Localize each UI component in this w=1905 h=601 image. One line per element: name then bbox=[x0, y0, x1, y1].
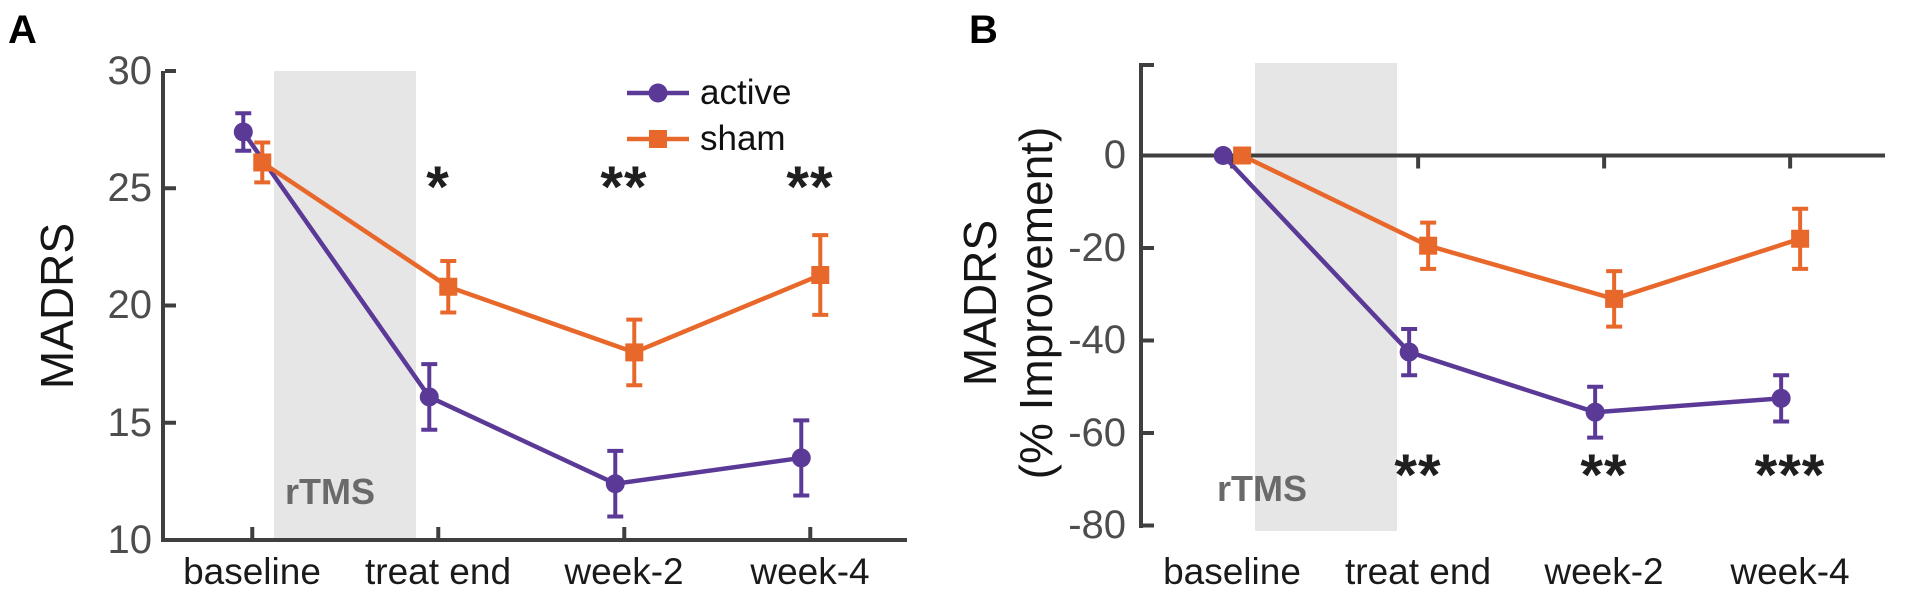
panel-b-rtms-band bbox=[1255, 63, 1397, 531]
panel-a-xtick-treat-end: treat end bbox=[364, 551, 512, 592]
panel-b-significance-week-4: *** bbox=[1754, 443, 1826, 508]
panel-b-ytick--60: -60 bbox=[1068, 411, 1126, 455]
panel-b-series-sham bbox=[1233, 146, 1810, 329]
panel-b-ytick--80: -80 bbox=[1068, 503, 1126, 547]
panel-a-significance-week-4: ** bbox=[786, 155, 834, 220]
panel-b-point-sham-week-4 bbox=[1791, 229, 1810, 248]
legend-item-sham: sham bbox=[627, 121, 786, 157]
panel-a-point-sham-baseline bbox=[253, 153, 272, 172]
legend-active-label: active bbox=[700, 73, 792, 112]
panel-a-xtick-week-4: week-4 bbox=[750, 551, 870, 592]
panel-a-significance-treat-end: * bbox=[426, 155, 450, 220]
panel-b-point-sham-week-2 bbox=[1605, 289, 1624, 308]
legend-sham-marker-icon bbox=[627, 128, 691, 150]
panel-b-rtms-band-label: rTMS bbox=[1217, 468, 1307, 509]
panel-a-letter: A bbox=[8, 8, 37, 52]
panel-a-axes bbox=[161, 69, 907, 542]
panel-a-ytick-25: 25 bbox=[107, 166, 153, 210]
panel-a-point-active-treat end bbox=[419, 387, 439, 407]
panel-a-series-active bbox=[233, 111, 811, 519]
panel-b-point-active-baseline bbox=[1213, 146, 1233, 165]
panel-b-point-active-week-2 bbox=[1585, 402, 1605, 422]
panel-b-point-sham-treat end bbox=[1419, 236, 1438, 255]
panel-a-xtick-baseline: baseline bbox=[183, 551, 321, 592]
panel-b-ytick--40: -40 bbox=[1068, 318, 1126, 362]
panel-a-rtms-band-label: rTMS bbox=[285, 471, 375, 512]
panel-a-ytick-20: 20 bbox=[107, 283, 153, 327]
panel-a-ytick-30: 30 bbox=[107, 49, 153, 93]
panel-a-series-sham bbox=[253, 140, 830, 388]
panel-a-xtick-week-2: week-2 bbox=[564, 551, 684, 592]
panel-b-point-sham-baseline bbox=[1233, 146, 1252, 165]
panel-a-ytick-10: 10 bbox=[107, 518, 153, 562]
panel-b-significance-treat-end: ** bbox=[1394, 443, 1442, 508]
panel-a-point-active-baseline bbox=[233, 122, 253, 142]
panel-a-point-sham-week-2 bbox=[625, 343, 644, 362]
panel-b-point-active-week-4 bbox=[1771, 388, 1791, 408]
panel-b-xtick-week-2: week-2 bbox=[1544, 551, 1664, 592]
panel-b-xtick-baseline: baseline bbox=[1163, 551, 1301, 592]
panel-b-ytick--20: -20 bbox=[1068, 226, 1126, 270]
panel-b-point-active-treat end bbox=[1399, 342, 1419, 362]
panel-a-point-sham-week-4 bbox=[811, 266, 830, 285]
panel-b-series-active bbox=[1213, 146, 1791, 440]
panel-a-point-sham-treat end bbox=[439, 277, 458, 296]
legend-item-active: active bbox=[627, 75, 791, 111]
panel-a-ytick-15: 15 bbox=[107, 401, 153, 445]
panel-b-ytick-0: 0 bbox=[1103, 133, 1126, 177]
panel-a-rtms-band bbox=[274, 71, 416, 540]
panel-a-point-active-week-2 bbox=[605, 474, 625, 494]
legend-active-marker-icon bbox=[627, 82, 691, 104]
panel-a-point-active-week-4 bbox=[791, 448, 811, 468]
panel-b-xtick-treat-end: treat end bbox=[1344, 551, 1492, 592]
panel-b-significance-week-2: ** bbox=[1580, 443, 1628, 508]
legend-sham-label: sham bbox=[700, 119, 786, 158]
panel-b-letter: B bbox=[969, 8, 998, 52]
panel-b-xtick-week-4: week-4 bbox=[1730, 551, 1850, 592]
panel-a-significance-week-2: ** bbox=[600, 155, 648, 220]
